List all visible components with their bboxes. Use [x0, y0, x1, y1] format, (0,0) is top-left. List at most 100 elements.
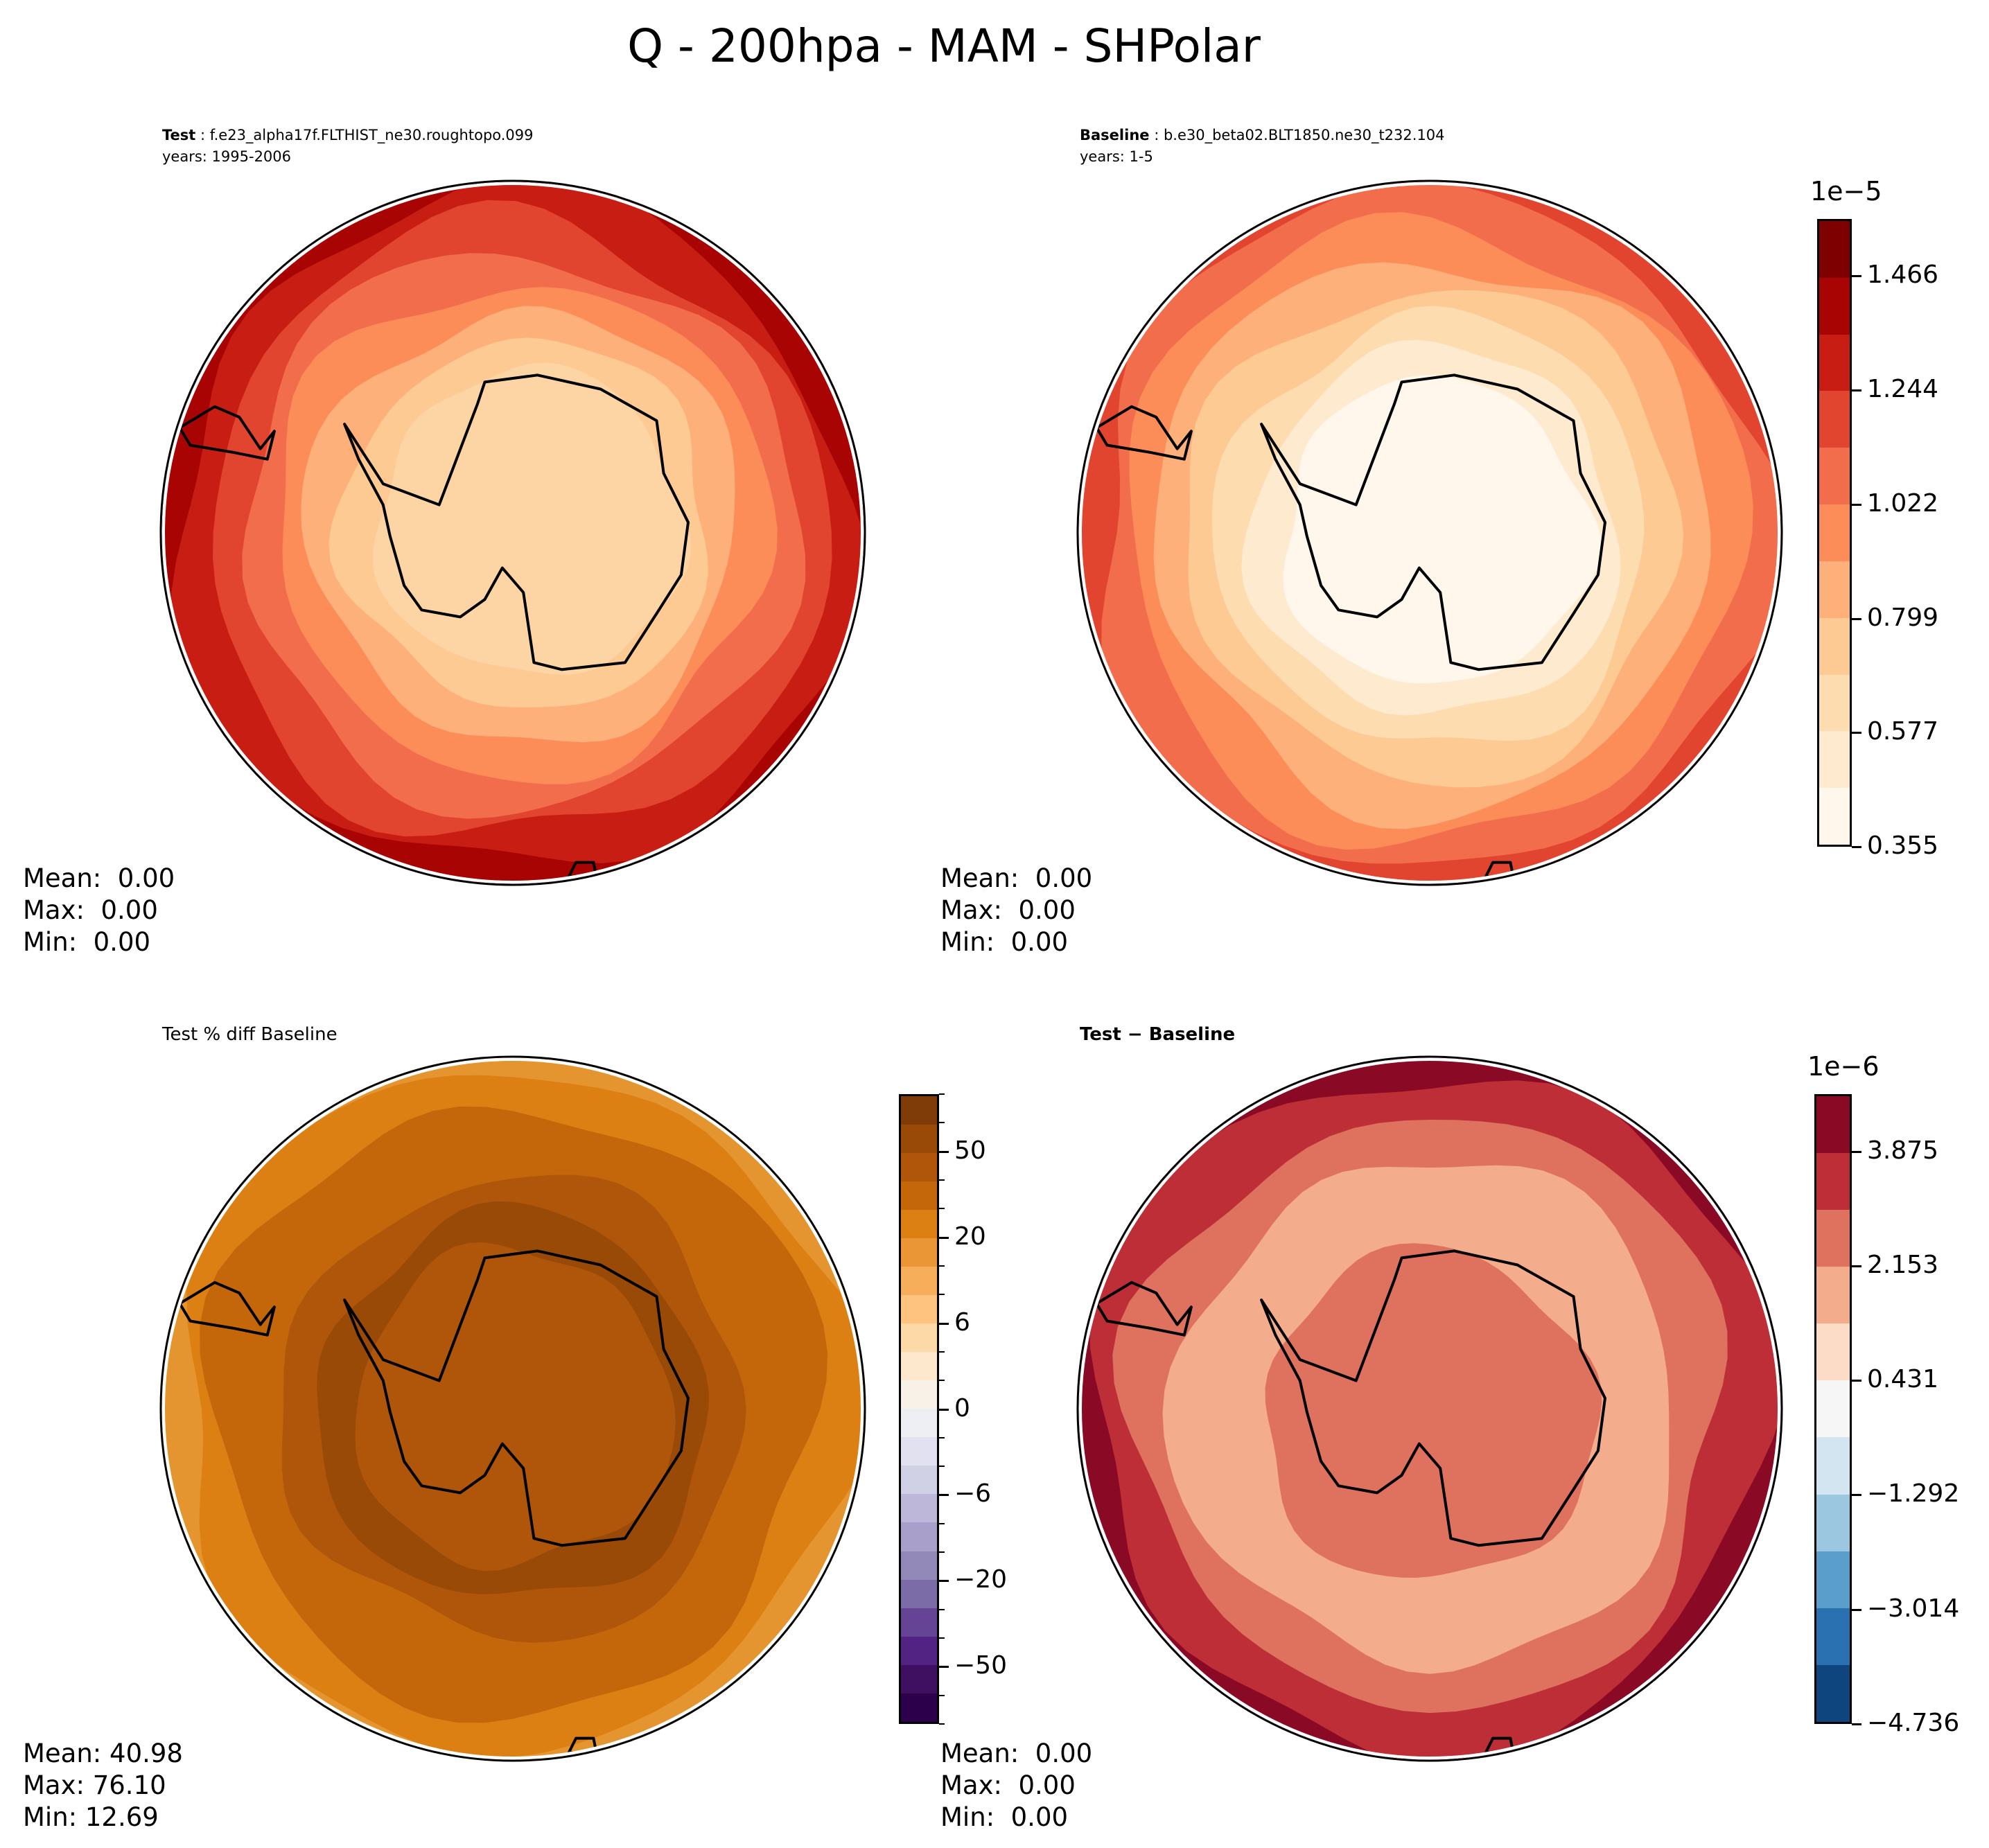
- diff-title: Test − Baseline: [1080, 1024, 1236, 1045]
- pctdiff-stats: Mean: 40.98 Max: 76.10 Min: 12.69: [23, 1738, 183, 1833]
- colorbar-swatch: [1819, 277, 1850, 335]
- colorbar-tick: [1852, 617, 1861, 620]
- map-inner-rim: [162, 182, 864, 883]
- colorbar-swatch: [901, 1210, 937, 1239]
- colorbar-tick: [1852, 732, 1861, 734]
- stat-max: Max: 0.00: [23, 895, 158, 925]
- colorbar-tick: [1852, 846, 1861, 848]
- colorbar-pctdiff: 50 20 6 0 −6 −20 −50: [899, 1093, 1007, 1725]
- stat-mean: Mean: 0.00: [940, 863, 1093, 893]
- stat-mean: Mean: 40.98: [23, 1739, 183, 1768]
- colorbar-exponent: 1e−6: [1807, 1051, 1880, 1082]
- colorbar-swatch: [1816, 1210, 1850, 1267]
- pctdiff-title: Test % diff Baseline: [162, 1024, 338, 1045]
- map-inner-rim: [162, 1058, 864, 1759]
- colorbar-minor-tick: [939, 1294, 945, 1296]
- colorbar-swatch: [1819, 448, 1850, 505]
- colorbar-tick-label: 1.466: [1867, 261, 1939, 290]
- colorbar-swatch: [901, 1608, 937, 1637]
- map-boundary: [159, 179, 866, 886]
- colorbar-swatch: [901, 1494, 937, 1523]
- test-years: years: 1995-2006: [162, 148, 292, 165]
- colorbar-swatch: [901, 1551, 937, 1580]
- colorbar-tick: [939, 1322, 949, 1325]
- colorbar-minor-tick: [939, 1694, 945, 1696]
- colorbar-tick-label: 0.577: [1867, 717, 1939, 746]
- colorbar-swatch: [1816, 1323, 1850, 1381]
- contour-band: [1283, 375, 1602, 684]
- colorbar-swatch: [1816, 1494, 1850, 1551]
- baseline-title: Baseline : b.e30_beta02.BLT1850.ne30_t23…: [1080, 125, 1445, 168]
- colorbar-swatch: [901, 1636, 937, 1665]
- colorbar-swatch: [1816, 1437, 1850, 1495]
- map-inner-rim: [1079, 1058, 1780, 1759]
- colorbar-tick-label: 0: [954, 1393, 970, 1423]
- colorbar-swatch: [901, 1323, 937, 1353]
- colorbar-exponent: 1e−5: [1810, 176, 1882, 206]
- stat-min: Min: 0.00: [940, 927, 1069, 957]
- map-inner-rim: [1079, 182, 1780, 883]
- stat-min: Min: 12.69: [23, 1802, 159, 1832]
- diff-map: [1076, 1055, 1783, 1762]
- colorbar-swatch: [1816, 1664, 1850, 1722]
- colorbar-tick-label: 20: [954, 1222, 986, 1251]
- colorbar-swatch: [1819, 674, 1850, 732]
- colorbar-tick-label: 50: [954, 1136, 986, 1165]
- colorbar-swatch: [901, 1409, 937, 1438]
- colorbar-bar: [899, 1094, 939, 1724]
- colorbar-tick-label: −20: [954, 1565, 1007, 1594]
- colorbar-tick: [939, 1666, 949, 1669]
- stat-min: Min: 0.00: [23, 927, 151, 957]
- contour-band: [1265, 1243, 1602, 1578]
- colorbar-swatch: [901, 1181, 937, 1211]
- test-map: [159, 179, 866, 886]
- south-america-coastline: [178, 1281, 276, 1337]
- colorbar-minor-tick: [939, 1608, 945, 1610]
- colorbar-bar: [1817, 219, 1852, 847]
- colorbar-minor-tick: [939, 1522, 945, 1524]
- colorbar-tick-label: 6: [954, 1308, 970, 1337]
- colorbar-minor-tick: [939, 1436, 945, 1438]
- colorbar-minor-tick: [939, 1093, 945, 1095]
- map-boundary: [1076, 1055, 1783, 1762]
- colorbar-swatch: [1816, 1267, 1850, 1324]
- colorbar-swatch: [1819, 731, 1850, 789]
- baseline-years: years: 1-5: [1080, 148, 1153, 165]
- colorbar-minor-tick: [939, 1723, 945, 1725]
- colorbar-tick: [1852, 1494, 1861, 1497]
- colorbar-swatch: [901, 1125, 937, 1154]
- colorbar-tick-label: 0.355: [1867, 831, 1939, 860]
- pctdiff-map: [159, 1055, 866, 1762]
- colorbar-tick-label: 3.875: [1867, 1136, 1939, 1165]
- colorbar-minor-tick: [939, 1265, 945, 1267]
- colorbar-tick-label: −4.736: [1867, 1709, 1960, 1737]
- colorbar-swatch: [1819, 504, 1850, 561]
- colorbar-diff: −4.736 −3.014 −1.292 0.431 2.153 3.875 1e−6: [1807, 1051, 1959, 1737]
- stat-max: Max: 0.00: [940, 1770, 1076, 1800]
- test-case-name: : f.e23_alpha17f.FLTHIST_ne30.roughtopo.…: [195, 127, 534, 143]
- south-america-coastline: [1095, 405, 1193, 461]
- baseline-stats: Mean: 0.00 Max: 0.00 Min: 0.00: [940, 863, 1092, 958]
- colorbar-minor-tick: [939, 1380, 945, 1382]
- colorbar-swatch: [1816, 1380, 1850, 1438]
- colorbar-swatch: [901, 1522, 937, 1551]
- colorbar-swatch: [1816, 1551, 1850, 1608]
- colorbar-minor-tick: [939, 1122, 945, 1124]
- colorbar-swatch: [901, 1295, 937, 1324]
- colorbar-swatch: [1819, 334, 1850, 391]
- colorbar-swatch: [1816, 1096, 1850, 1154]
- colorbar-swatch: [1819, 391, 1850, 448]
- antarctica-coastline: [1260, 1249, 1606, 1547]
- colorbar-minor-tick: [939, 1466, 945, 1468]
- diff-stats: Mean: 0.00 Max: 0.00 Min: 0.00: [940, 1738, 1092, 1833]
- colorbar-tick: [939, 1150, 949, 1153]
- colorbar-swatch: [1819, 788, 1850, 845]
- map-boundary: [159, 1055, 866, 1762]
- baseline-case-name: : b.e30_beta02.BLT1850.ne30_t232.104: [1149, 127, 1445, 143]
- colorbar-swatch: [901, 1096, 937, 1125]
- antarctica-coastline: [343, 1249, 690, 1547]
- colorbar-tick: [1852, 1380, 1861, 1382]
- colorbar-tick: [939, 1494, 949, 1497]
- colorbar-test-baseline: 0.355 0.577 0.799 1.022 1.244 1.466 1e−5: [1810, 176, 1938, 860]
- stat-max: Max: 0.00: [940, 895, 1076, 925]
